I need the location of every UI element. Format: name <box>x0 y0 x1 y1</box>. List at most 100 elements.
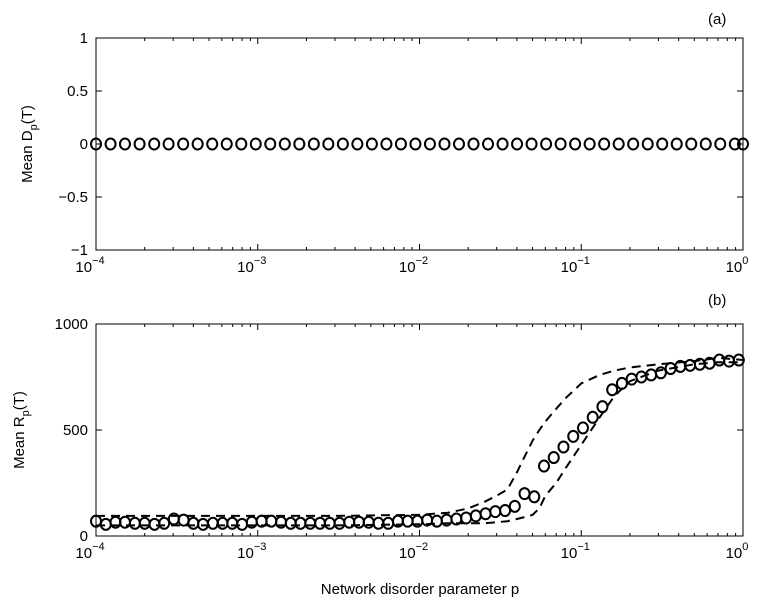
panel-b-data-point <box>99 517 112 531</box>
panel-b-x-tick-exponent: −1 <box>577 541 590 553</box>
panel-b-dashed-bounds <box>96 356 744 527</box>
panel-b-data-point <box>128 516 141 530</box>
panel-b-data-point <box>615 376 628 390</box>
panel-b-x-tick-label: 10−2 <box>399 541 428 562</box>
panel-a-data-point <box>656 137 669 151</box>
panel-a-tag: (a) <box>708 11 726 28</box>
panel-a-data-point <box>627 137 640 151</box>
panel-b-data-point <box>323 516 336 530</box>
panel-b-data-point <box>314 516 327 530</box>
panel-b-axes-box <box>95 323 744 537</box>
panel-b-data-point <box>586 410 599 424</box>
panel-a-data-point <box>670 137 683 151</box>
panel-a-data-point <box>496 137 509 151</box>
panel-a-data-point <box>699 137 712 151</box>
panel-b-data-point <box>723 354 736 368</box>
panel-b-data-point <box>197 517 210 531</box>
panel-b-data-point <box>304 516 317 530</box>
panel-a-data-point <box>452 137 465 151</box>
panel-a-y-ticks: 1 0.5 0 −0.5 −1 <box>58 30 743 259</box>
panel-b-data-point <box>606 383 619 397</box>
panel-a-x-ticks: 10−4 10−3 10−2 10−1 100 <box>75 38 748 276</box>
panel-a-data-point <box>191 137 204 151</box>
panel-b-data-point <box>518 487 531 501</box>
panel-a-x-tick-exponent: −1 <box>577 255 590 267</box>
panel-b-data-point <box>382 516 395 530</box>
panel-a-x-tick-base: 10 <box>726 259 743 276</box>
panel-b-y-tick-label: 1000 <box>55 316 88 333</box>
panel-a-data-point <box>409 137 422 151</box>
panel-b-x-tick-exponent: −3 <box>254 541 267 553</box>
panel-b-x-tick-label: 100 <box>726 541 749 562</box>
panel-b-data-point <box>499 504 512 518</box>
panel-a-data-point <box>728 137 741 151</box>
panel-b-x-tick-label: 10−3 <box>237 541 266 562</box>
panel-a-x-tick-base: 10 <box>561 259 578 276</box>
panel-b-data-point <box>625 372 638 386</box>
panel-a-x-tick-exponent: −3 <box>254 255 267 267</box>
panel-a-data-point <box>525 137 538 151</box>
panel-a-data-point <box>685 137 698 151</box>
panel-b-data-point <box>528 490 541 504</box>
panel-b-x-tick-exponent: 0 <box>742 541 748 553</box>
panel-b-data-point <box>284 516 297 530</box>
panel-b-x-tick-label: 10−4 <box>75 541 104 562</box>
panel-a-data-point <box>148 137 161 151</box>
panel-b-data-point <box>538 459 551 473</box>
panel-a-data-points <box>90 137 749 151</box>
panel-b-data-point <box>567 429 580 443</box>
panel-a-data-point <box>206 137 219 151</box>
panel-b-data-point <box>401 514 414 528</box>
panel-a-data-point <box>235 137 248 151</box>
panel-a-data-point <box>220 137 233 151</box>
panel-a-data-point <box>264 137 277 151</box>
panel-b-data-point <box>362 515 375 529</box>
panel-b-data-point <box>343 515 356 529</box>
panel-a-data-point <box>249 137 262 151</box>
panel-b-data-point <box>508 499 521 513</box>
panel-a-x-tick-label: 10−2 <box>399 255 428 276</box>
panel-a-x-tick-label: 10−3 <box>237 255 266 276</box>
panel-b-data-point <box>557 440 570 454</box>
panel-a-data-point <box>351 137 364 151</box>
panel-b-data-point <box>294 516 307 530</box>
panel-a-y-tick-label: 0.5 <box>67 83 88 100</box>
panel-a-data-point <box>583 137 596 151</box>
panel-a-x-tick-exponent: −4 <box>92 255 105 267</box>
panel-b-data-point <box>479 507 492 521</box>
panel-a-data-point <box>307 137 320 151</box>
panel-a-data-point <box>482 137 495 151</box>
panel-b-data-point <box>489 505 502 519</box>
panel-b-data-points <box>90 353 745 531</box>
panel-a-data-point <box>612 137 625 151</box>
panel-a-data-point <box>598 137 611 151</box>
panel-b-y-tick-label: 500 <box>63 422 88 439</box>
panel-a-data-point <box>511 137 524 151</box>
panel-a-data-point <box>641 137 654 151</box>
panel-b-data-point <box>596 400 609 414</box>
panel-a-data-point <box>423 137 436 151</box>
panel-a-data-point <box>293 137 306 151</box>
panel-b-data-point <box>226 516 239 530</box>
panel-a-data-point <box>104 137 117 151</box>
panel-a-y-tick-label: −0.5 <box>58 189 88 206</box>
panel-b-data-point <box>576 421 589 435</box>
panel-a-data-point <box>569 137 582 151</box>
panel-b-x-axis-label: Network disorder parameter p <box>321 581 519 598</box>
panel-b-data-point <box>236 517 249 531</box>
panel-b-tag: (b) <box>708 292 726 309</box>
panel-b-x-tick-label: 10−1 <box>561 541 590 562</box>
panel-b-data-point <box>547 451 560 465</box>
panel-b-data-point <box>654 366 667 380</box>
panel-a-data-point <box>133 137 146 151</box>
panel-b-data-point <box>713 353 726 367</box>
panel-a-data-point <box>737 137 749 151</box>
panel-a-data-point <box>394 137 407 151</box>
panel-a-x-tick-label: 10−1 <box>561 255 590 276</box>
panel-b-data-point <box>148 517 161 531</box>
panel-a-x-tick-label: 100 <box>726 255 749 276</box>
panel-b-data-point <box>158 516 171 530</box>
panel-b-data-point <box>265 514 278 528</box>
panel-b-x-tick-base: 10 <box>75 545 92 562</box>
